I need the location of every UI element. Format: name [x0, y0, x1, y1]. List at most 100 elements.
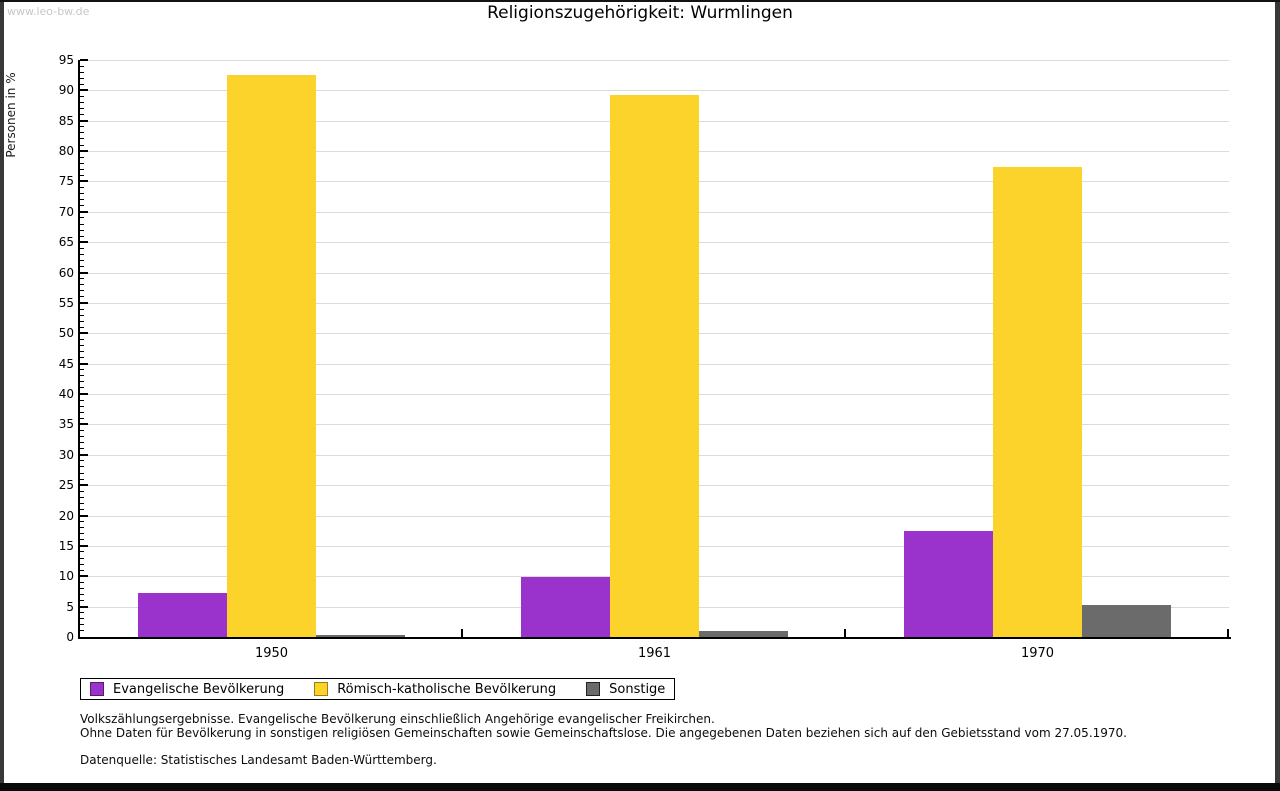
y-tick-42	[80, 381, 84, 383]
screenshot-border-bottom	[0, 783, 1280, 791]
y-tick-94	[80, 65, 84, 67]
y-tick-82	[80, 138, 84, 140]
y-tick-44	[80, 369, 84, 371]
y-tick-91	[80, 83, 84, 85]
y-axis-label-55: 55	[58, 295, 74, 310]
y-axis-title: Personen in %	[4, 72, 18, 158]
y-axis-label-50: 50	[58, 326, 74, 341]
y-tick-16	[80, 539, 84, 541]
y-tick-34	[80, 430, 84, 431]
y-tick-1	[80, 630, 84, 632]
y-tick-57	[80, 290, 84, 292]
plot-area: 0 5 10 15 20 25 30 35 40 45 50 55 60 65 70 75 80 85 90 95 19…	[59, 53, 1231, 661]
gridline-95	[80, 60, 1229, 61]
y-tick-72	[80, 199, 84, 201]
legend-label-sonstige: Sonstige	[609, 681, 666, 697]
y-tick-6	[80, 600, 84, 602]
y-tick-37	[80, 411, 84, 413]
x-axis-label-1970: 1970	[1020, 646, 1055, 661]
x-boundary-tick-2	[844, 629, 846, 637]
y-tick-21	[80, 508, 84, 510]
legend: Evangelische Bevölkerung Römisch-katholis…	[80, 678, 676, 700]
y-tick-59	[80, 278, 84, 280]
y-axis-label-75: 75	[58, 174, 74, 189]
y-tick-54	[80, 308, 84, 310]
y-tick-32	[80, 442, 84, 444]
y-tick-20	[80, 514, 88, 517]
y-tick-81	[80, 144, 84, 146]
y-tick-18	[80, 527, 84, 529]
y-tick-46	[80, 357, 84, 359]
y-tick-76	[80, 174, 84, 176]
y-tick-33	[80, 436, 84, 438]
x-axis-line	[78, 637, 1231, 639]
footnote-source: Datenquelle: Statistisches Landesamt Bad…	[80, 753, 437, 767]
y-tick-65	[80, 241, 88, 244]
legend-label-evangelische-bevoelkerung: Evangelische Bevölkerung	[113, 681, 285, 697]
y-tick-10	[80, 575, 88, 578]
y-tick-2	[80, 624, 84, 626]
y-tick-90	[80, 89, 88, 92]
x-axis-label-1961: 1961	[637, 646, 672, 661]
legend-swatch-evangelische-bevoelkerung	[90, 682, 104, 696]
bar-evangelische-bevoelkerung-1950	[138, 593, 227, 637]
y-tick-47	[80, 351, 84, 353]
y-tick-48	[80, 344, 84, 346]
y-tick-35	[80, 423, 88, 426]
y-tick-25	[80, 484, 88, 487]
chart-title: Religionszugehörigkeit: Wurmlingen	[487, 3, 793, 23]
y-tick-29	[80, 460, 84, 462]
y-tick-50	[80, 332, 88, 335]
legend-item-evangelische-bevoelkerung: Evangelische Bevölkerung	[90, 682, 284, 697]
bar-sonstige-1961	[699, 630, 788, 637]
y-tick-56	[80, 296, 84, 298]
y-tick-88	[80, 102, 84, 104]
y-axis-label-20: 20	[58, 508, 74, 523]
y-tick-77	[80, 168, 84, 170]
y-axis-label-80: 80	[58, 144, 74, 159]
bar-roemisch-katholische-bevoelkerung-1970	[993, 166, 1082, 637]
y-tick-67	[80, 229, 84, 231]
y-axis-label-65: 65	[58, 235, 74, 250]
y-tick-11	[80, 569, 84, 571]
y-tick-38	[80, 405, 84, 407]
legend-swatch-sonstige	[586, 682, 601, 696]
y-axis-label-15: 15	[58, 538, 74, 553]
y-tick-93	[80, 71, 84, 73]
y-tick-95	[80, 59, 88, 61]
y-tick-73	[80, 193, 84, 195]
y-tick-63	[80, 253, 84, 255]
watermark: www.leo-bw.de	[7, 5, 90, 18]
y-axis-label-45: 45	[58, 356, 74, 371]
y-tick-40	[80, 393, 88, 396]
screenshot-border-right	[1275, 0, 1280, 791]
y-tick-64	[80, 247, 84, 249]
y-tick-39	[80, 399, 84, 401]
legend-item-sonstige: Sonstige	[586, 682, 665, 697]
footnotes: Volkszählungsergebnisse. Evangelische Be…	[80, 712, 1225, 767]
y-axis-label-35: 35	[58, 417, 74, 432]
y-tick-79	[80, 156, 84, 158]
y-tick-13	[80, 557, 84, 559]
legend-label-roemisch-katholische-bevoelkerung: Römisch-katholische Bevölkerung	[337, 681, 557, 697]
y-axis-label-5: 5	[66, 599, 74, 614]
y-axis-label-60: 60	[58, 265, 74, 280]
y-tick-84	[80, 126, 84, 128]
y-tick-86	[80, 114, 84, 116]
gridline-90	[80, 90, 1229, 92]
y-tick-75	[80, 180, 88, 183]
y-axis-label-95: 95	[58, 53, 74, 67]
screenshot-border-top	[0, 0, 1280, 2]
y-tick-89	[80, 95, 84, 97]
y-tick-74	[80, 187, 84, 189]
y-axis-line	[78, 60, 80, 639]
screenshot-border-left	[0, 0, 4, 791]
y-tick-30	[80, 453, 88, 456]
y-tick-55	[80, 301, 88, 304]
y-tick-68	[80, 223, 84, 225]
y-tick-5	[80, 605, 88, 608]
bar-sonstige-1970	[1082, 605, 1171, 637]
y-tick-43	[80, 375, 84, 377]
y-tick-71	[80, 205, 84, 207]
